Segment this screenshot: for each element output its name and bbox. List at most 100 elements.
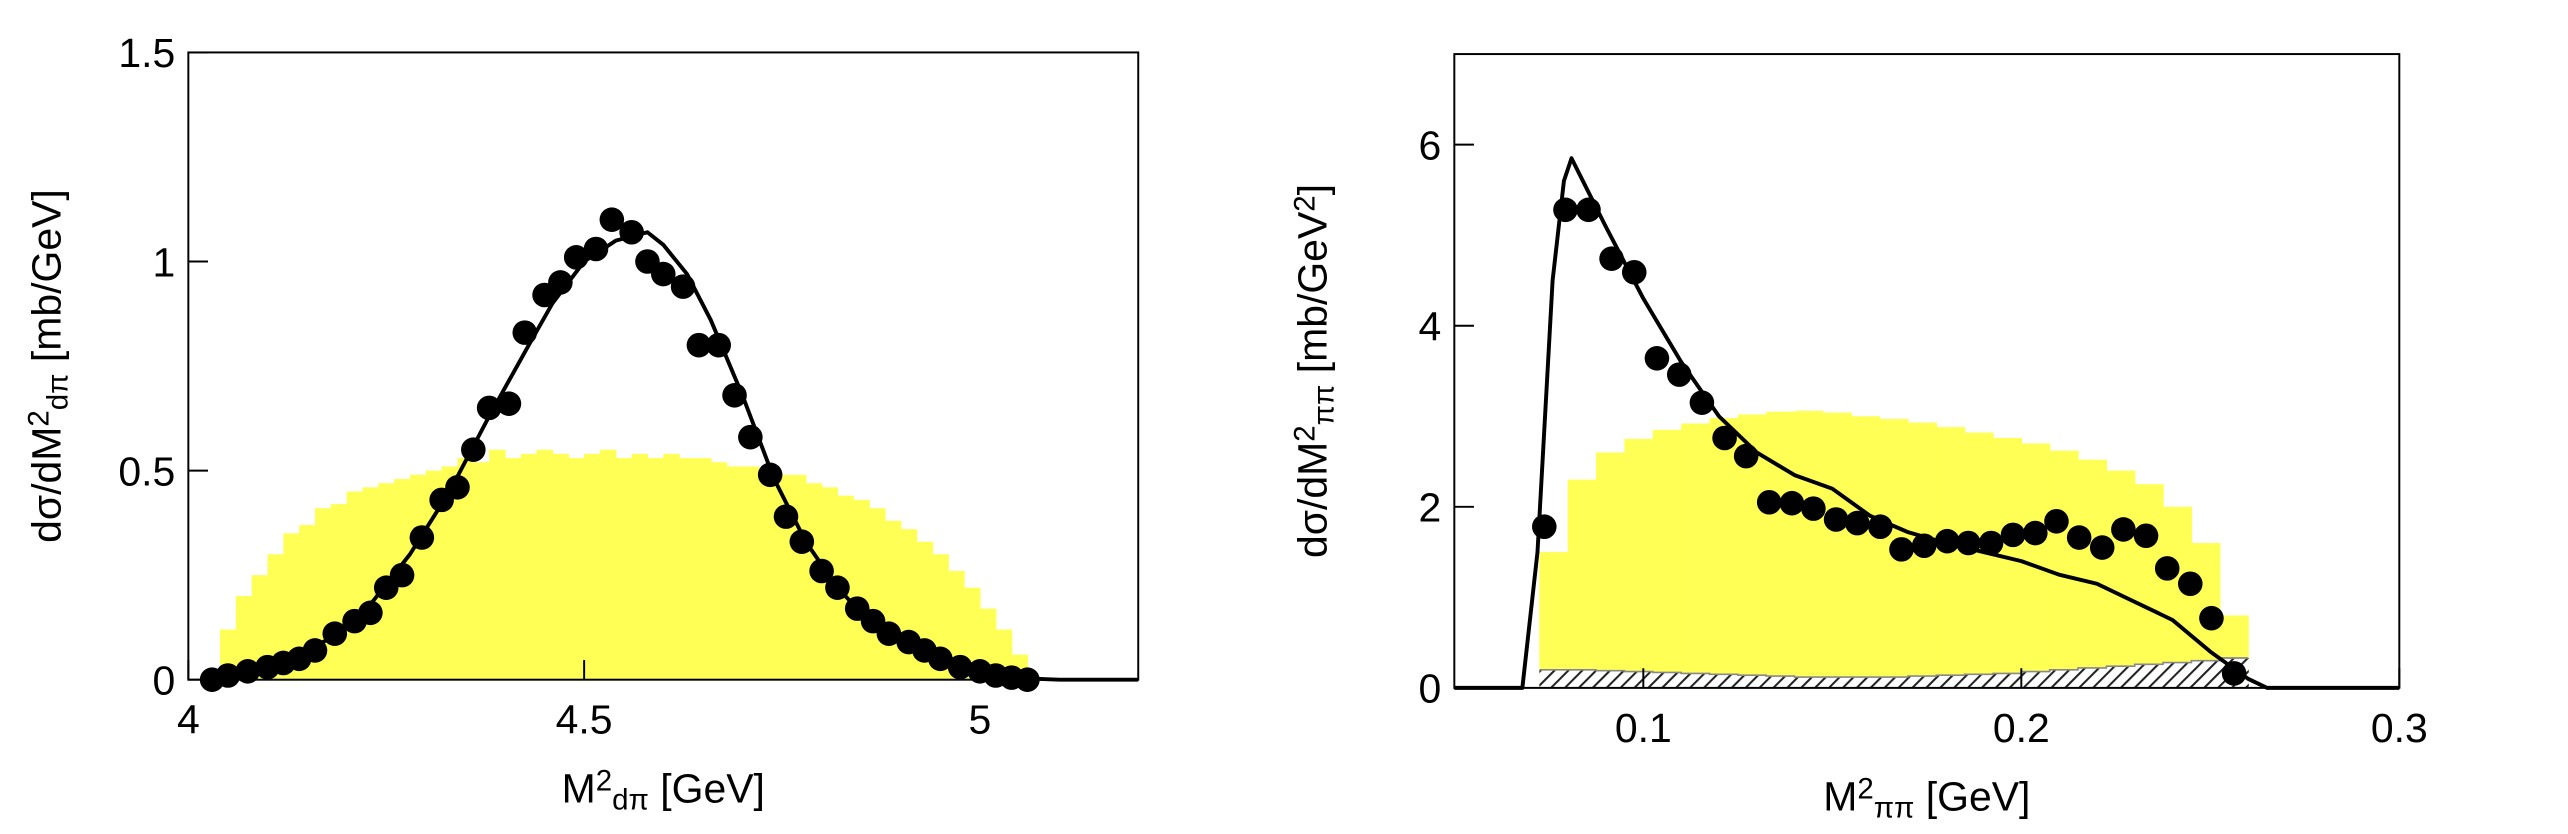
data-point — [1756, 489, 1782, 515]
y-axis-label-part: 2 — [1289, 425, 1322, 441]
y-axis-label-part: dπ — [42, 374, 75, 411]
data-point — [1644, 346, 1670, 371]
histogram-bar — [1596, 452, 1626, 688]
histogram-bar — [884, 520, 902, 680]
histogram-bar — [1992, 437, 2022, 688]
hatched-bar — [1964, 674, 1994, 688]
x-axis-label-part: [GeV] — [649, 766, 765, 812]
histogram-bar — [805, 483, 823, 680]
histogram-bar — [679, 458, 696, 680]
histogram-bar — [948, 570, 965, 680]
x-tick-label: 0.3 — [2371, 705, 2428, 751]
data-point — [389, 562, 415, 588]
plot-frame — [1453, 53, 2401, 689]
hatched-bar — [1709, 674, 1739, 688]
histogram-bar — [283, 533, 300, 680]
histogram-bar — [2106, 470, 2136, 688]
data-point — [322, 621, 348, 646]
data-point — [2111, 517, 2136, 542]
data-point — [358, 600, 383, 626]
histogram-bar — [853, 499, 870, 680]
histogram-bar — [235, 596, 253, 680]
data-point — [825, 575, 850, 600]
histogram-bar — [1822, 412, 1852, 688]
histogram-bar — [2134, 484, 2164, 688]
y-tick-label: 2 — [1418, 485, 1441, 531]
data-point — [2177, 571, 2203, 597]
data-point — [2133, 523, 2159, 549]
data-point — [2044, 508, 2069, 534]
data-point — [2199, 605, 2224, 631]
hatched-bar — [1766, 676, 1796, 688]
data-point — [1689, 390, 1715, 415]
hatched-bar — [1851, 677, 1881, 688]
y-axis-label-part: dσ/dM — [1290, 442, 1336, 558]
y-tick-label: 6 — [1418, 122, 1441, 168]
hatched-bar — [2191, 660, 2221, 688]
histogram-bar — [1567, 479, 1597, 688]
histogram-bar — [346, 491, 364, 680]
data-point — [476, 395, 502, 421]
hatched-bar — [1822, 677, 1852, 688]
histogram-bar — [362, 487, 379, 680]
histogram-bar — [647, 458, 664, 680]
data-point — [2089, 535, 2115, 560]
histogram-bar — [2049, 450, 2079, 688]
hatched-bar — [2078, 667, 2108, 688]
data-point — [1621, 260, 1647, 285]
hatched-bar — [1907, 676, 1937, 688]
data-point — [1576, 197, 1601, 223]
data-point — [409, 525, 435, 550]
data-point — [548, 270, 573, 295]
data-point — [651, 261, 676, 287]
x-axis-label-part: 2 — [1857, 773, 1873, 806]
histogram-bar — [1539, 552, 1569, 688]
data-point — [670, 274, 696, 299]
histogram-bar — [504, 458, 522, 680]
data-point — [686, 332, 712, 358]
hatched-bar — [1596, 670, 1626, 688]
histogram-bar — [1766, 411, 1796, 688]
x-axis-label-part: 2 — [596, 765, 612, 798]
data-point — [1666, 362, 1692, 387]
histogram-bar — [1851, 416, 1881, 688]
y-tick-label: 4 — [1418, 303, 1441, 349]
histogram-bar — [1964, 432, 1994, 688]
data-point — [1553, 197, 1578, 223]
histogram-bar — [694, 458, 712, 680]
data-point — [496, 391, 522, 416]
hatched-bar — [1567, 669, 1597, 688]
data-point — [2023, 520, 2048, 546]
x-axis-label: M2dπ [GeV] — [562, 765, 765, 817]
x-axis-label: M2ππ [GeV] — [1823, 773, 2030, 825]
x-tick-label: 5 — [969, 697, 992, 743]
data-point — [2000, 522, 2026, 548]
histogram-bar — [536, 449, 554, 680]
histogram-bar — [742, 466, 759, 680]
data-point — [1868, 514, 1893, 539]
histogram-bar — [330, 504, 348, 680]
data-point — [1978, 530, 2004, 556]
data-point — [1599, 246, 1624, 271]
data-point — [1956, 530, 1981, 556]
y-axis-label-part: 2 — [1289, 195, 1322, 211]
histogram-bar — [473, 462, 490, 680]
data-point — [563, 245, 589, 270]
histogram-bar — [758, 470, 775, 680]
histogram-bar — [457, 458, 474, 680]
data-point — [2066, 525, 2092, 550]
data-point — [1801, 496, 1826, 521]
histogram-bar — [520, 453, 538, 680]
x-axis-label-part: ππ — [1874, 792, 1915, 825]
hatched-bar — [1936, 675, 1966, 688]
y-tick-label: 1 — [152, 239, 175, 285]
data-point — [1712, 425, 1737, 451]
y-axis-label: dσ/dM2dπ [mb/GeV] — [23, 189, 75, 543]
data-point — [757, 462, 783, 488]
histogram-bar — [1794, 410, 1824, 688]
x-axis-label-part: M — [562, 766, 596, 812]
data-point — [809, 558, 834, 584]
y-axis-label-part: 2 — [23, 410, 56, 426]
data-point — [1844, 510, 1870, 536]
